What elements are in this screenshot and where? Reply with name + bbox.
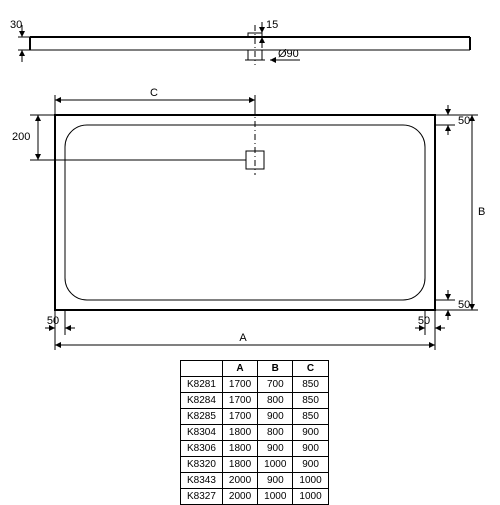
dim-200: 200 (12, 131, 30, 143)
row-value: 900 (258, 441, 293, 457)
table-header (181, 361, 223, 377)
plan-view: C 200 50 50 B 50 50 (12, 87, 485, 350)
dim-50-br: 50 (458, 299, 470, 311)
row-value: 1000 (293, 473, 328, 489)
row-code: K8284 (181, 393, 223, 409)
dim-50-bri: 50 (418, 315, 430, 327)
dim-30: 30 (10, 19, 22, 31)
row-value: 900 (293, 457, 328, 473)
row-value: 900 (293, 425, 328, 441)
row-value: 1700 (222, 409, 257, 425)
row-value: 900 (258, 473, 293, 489)
table-header: A (222, 361, 257, 377)
dim-B: B (478, 206, 485, 218)
row-value: 1700 (222, 393, 257, 409)
row-value: 1800 (222, 425, 257, 441)
row-value: 900 (293, 441, 328, 457)
row-code: K8304 (181, 425, 223, 441)
row-value: 900 (258, 409, 293, 425)
table-row: K83041800800900 (181, 425, 329, 441)
row-code: K8343 (181, 473, 223, 489)
dim-C: C (150, 87, 158, 99)
row-value: 1700 (222, 377, 257, 393)
table-row: K82851700900850 (181, 409, 329, 425)
row-code: K8327 (181, 489, 223, 505)
table-header: C (293, 361, 328, 377)
table-header: B (258, 361, 293, 377)
row-value: 1000 (258, 457, 293, 473)
table-row: K834320009001000 (181, 473, 329, 489)
row-value: 1800 (222, 457, 257, 473)
row-value: 850 (293, 393, 328, 409)
row-value: 1000 (258, 489, 293, 505)
side-view: 30 15 Ø90 (10, 19, 470, 65)
dim-50-tr: 50 (458, 115, 470, 127)
row-code: K8281 (181, 377, 223, 393)
row-value: 2000 (222, 489, 257, 505)
dim-A: A (239, 332, 247, 344)
table-row: K83061800900900 (181, 441, 329, 457)
table-row: K82811700700850 (181, 377, 329, 393)
row-value: 1000 (293, 489, 328, 505)
row-code: K8320 (181, 457, 223, 473)
dimensions-table: ABCK82811700700850K82841700800850K828517… (180, 360, 329, 505)
dim-15: 15 (266, 19, 278, 31)
row-value: 850 (293, 409, 328, 425)
row-value: 700 (258, 377, 293, 393)
row-value: 1800 (222, 441, 257, 457)
row-value: 850 (293, 377, 328, 393)
row-value: 800 (258, 393, 293, 409)
dim-dia90: Ø90 (278, 48, 299, 60)
row-value: 2000 (222, 473, 257, 489)
row-value: 800 (258, 425, 293, 441)
row-code: K8306 (181, 441, 223, 457)
row-code: K8285 (181, 409, 223, 425)
table-row: K832018001000900 (181, 457, 329, 473)
table-row: K82841700800850 (181, 393, 329, 409)
dim-50-bl: 50 (47, 315, 59, 327)
table-row: K8327200010001000 (181, 489, 329, 505)
